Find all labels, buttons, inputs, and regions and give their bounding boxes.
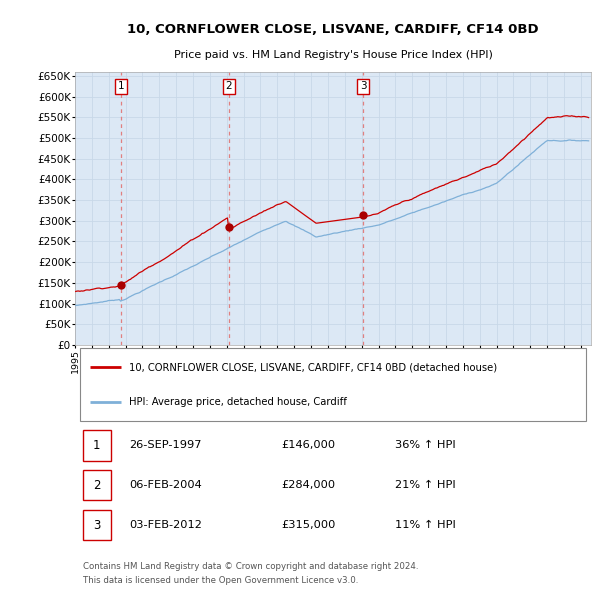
FancyBboxPatch shape [80, 348, 586, 421]
Text: 3: 3 [93, 519, 100, 532]
Text: 2: 2 [226, 81, 232, 91]
Text: 11% ↑ HPI: 11% ↑ HPI [395, 520, 456, 530]
FancyBboxPatch shape [83, 430, 111, 461]
Text: Price paid vs. HM Land Registry's House Price Index (HPI): Price paid vs. HM Land Registry's House … [173, 50, 493, 60]
Text: 1: 1 [93, 439, 100, 452]
Text: £315,000: £315,000 [281, 520, 336, 530]
Text: 06-FEB-2004: 06-FEB-2004 [129, 480, 202, 490]
Text: 1: 1 [118, 81, 124, 91]
FancyBboxPatch shape [83, 470, 111, 500]
Text: 26-SEP-1997: 26-SEP-1997 [129, 440, 202, 450]
Text: 10, CORNFLOWER CLOSE, LISVANE, CARDIFF, CF14 0BD (detached house): 10, CORNFLOWER CLOSE, LISVANE, CARDIFF, … [129, 362, 497, 372]
Text: 36% ↑ HPI: 36% ↑ HPI [395, 440, 455, 450]
Text: HPI: Average price, detached house, Cardiff: HPI: Average price, detached house, Card… [129, 397, 347, 407]
Text: £146,000: £146,000 [281, 440, 335, 450]
Text: £284,000: £284,000 [281, 480, 335, 490]
Text: Contains HM Land Registry data © Crown copyright and database right 2024.: Contains HM Land Registry data © Crown c… [83, 562, 418, 571]
Text: 3: 3 [360, 81, 367, 91]
Text: 2: 2 [93, 478, 100, 491]
Text: This data is licensed under the Open Government Licence v3.0.: This data is licensed under the Open Gov… [83, 576, 358, 585]
Text: 03-FEB-2012: 03-FEB-2012 [129, 520, 202, 530]
Text: 10, CORNFLOWER CLOSE, LISVANE, CARDIFF, CF14 0BD: 10, CORNFLOWER CLOSE, LISVANE, CARDIFF, … [127, 23, 539, 37]
Text: 21% ↑ HPI: 21% ↑ HPI [395, 480, 455, 490]
FancyBboxPatch shape [83, 510, 111, 540]
